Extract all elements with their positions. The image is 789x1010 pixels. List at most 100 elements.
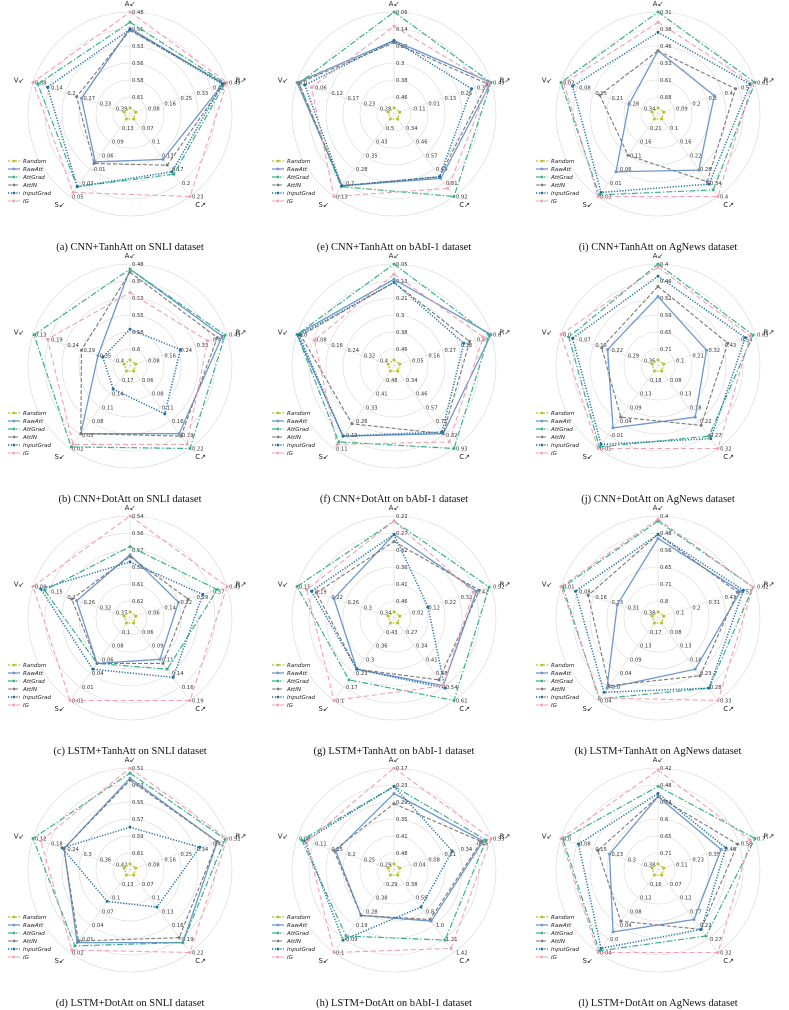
tick-label: 0.19 [182, 937, 194, 943]
tick-label: 0.2 [692, 101, 700, 107]
tick-label: 0.01 [610, 181, 622, 187]
tick-label: 0.24 [347, 348, 359, 354]
radar-panel-k: 0.4 0.48 0.56 0.65 0.71 0.8 0.62 0.51 0.41 0.31 0.… [536, 504, 774, 757]
tick-label: 0.01 [82, 937, 94, 943]
point-ig [392, 519, 396, 523]
series-attin [300, 281, 471, 435]
legend-marker [540, 167, 544, 171]
legend-marker [12, 191, 16, 195]
axis-label: A↙ [125, 252, 136, 260]
tick-label: 0.08 [670, 378, 682, 384]
point-ig [559, 332, 563, 336]
point-ig [128, 291, 132, 295]
axis-spoke [69, 617, 131, 701]
point-random [662, 866, 666, 870]
tick-label: 0.21 [692, 353, 704, 359]
tick-label: 0.31 [628, 605, 640, 611]
tick-label: 0.23 [192, 195, 204, 201]
tick-label: 0.32 [100, 605, 112, 611]
point-attin [161, 661, 165, 665]
point-attgrad [73, 944, 77, 948]
tick-label: 0.17 [690, 909, 702, 915]
tick-label: 0.19 [315, 590, 327, 596]
legend-label: AttIN [22, 939, 38, 945]
legend-marker [276, 183, 280, 187]
tick-label: 0.46 [725, 847, 737, 853]
point-inputgrad [656, 274, 660, 278]
axis-label: S↙ [54, 201, 64, 209]
tick-label: 0.42 [477, 590, 489, 596]
tick-label: 0.42 [660, 766, 672, 772]
tick-label: 0.52 [493, 584, 505, 590]
point-ig [656, 20, 660, 24]
tick-label: 0.81 [446, 181, 458, 187]
series-random [387, 863, 401, 876]
point-rawatt [392, 277, 396, 281]
legend-label: IG [23, 955, 30, 961]
tick-label: 0.14 [112, 392, 124, 398]
tick-label: 0.21 [445, 852, 457, 858]
axis-spoke [560, 334, 659, 367]
tick-label: 0.23 [611, 852, 623, 858]
legend-label: IG [287, 703, 294, 709]
tick-label: 0.13 [680, 392, 692, 398]
tick-label: 0.35 [396, 817, 408, 823]
tick-label: 0.36 [100, 857, 112, 863]
legend-label: RawAtt [23, 167, 44, 173]
axis-label: A↙ [389, 0, 400, 8]
tick-label: 0.06 [396, 10, 408, 16]
point-attgrad [337, 440, 341, 444]
tick-label: 0.61 [456, 699, 468, 705]
point-random [662, 362, 666, 366]
tick-label: 0.53 [132, 44, 144, 50]
point-ig [71, 442, 75, 446]
point-inputgrad [574, 589, 578, 593]
legend-label: RawAtt [23, 419, 44, 425]
point-random [132, 117, 136, 121]
point-rawatt [220, 334, 224, 338]
tick-label: 0.06 [142, 378, 154, 384]
point-inputgrad [392, 280, 396, 284]
tick-label: 0.58 [132, 78, 144, 84]
axis-label: R↗ [500, 581, 511, 589]
point-random [650, 866, 654, 870]
tick-label: 0.2 [346, 181, 354, 187]
legend-marker [276, 947, 280, 951]
tick-label: 0.05 [82, 433, 94, 439]
legend-marker [12, 435, 16, 439]
point-attgrad [707, 434, 711, 438]
series-attin [333, 803, 483, 921]
legend-marker [276, 411, 280, 415]
legend-label: AttGrad [550, 931, 573, 937]
tick-label: 0.38 [644, 863, 656, 869]
point-random [398, 362, 402, 366]
legend-label: AttGrad [22, 175, 45, 181]
tick-label: 0.08 [152, 392, 164, 398]
legend-label: InputGrad [551, 947, 580, 953]
tick-label: 0.33 [366, 405, 378, 411]
point-attgrad [36, 82, 40, 86]
point-rawatt [615, 603, 619, 607]
point-ig [39, 839, 43, 843]
legend-label: Random [23, 411, 47, 417]
point-inputgrad [599, 190, 603, 194]
series-ig [46, 291, 209, 445]
series-rawatt [80, 27, 225, 163]
tick-label: 0.38 [644, 611, 656, 617]
tick-label: 0.51 [132, 766, 144, 772]
legend-label: Random [23, 159, 47, 165]
tick-label: 0.41 [396, 582, 408, 588]
tick-label: 0.35 [709, 852, 721, 858]
axis-spoke [657, 869, 719, 953]
legend-marker [12, 411, 16, 415]
legend-label: AttGrad [550, 175, 573, 181]
point-inputgrad [741, 588, 745, 592]
legend-marker [12, 947, 16, 951]
axis-label: C↗ [723, 201, 734, 209]
tick-label: 0.16 [595, 595, 607, 601]
legend-marker [540, 923, 544, 927]
point-attin [92, 162, 96, 166]
tick-label: 0.3 [709, 96, 717, 102]
point-random [132, 873, 136, 877]
tick-label: 0.25 [181, 852, 193, 858]
